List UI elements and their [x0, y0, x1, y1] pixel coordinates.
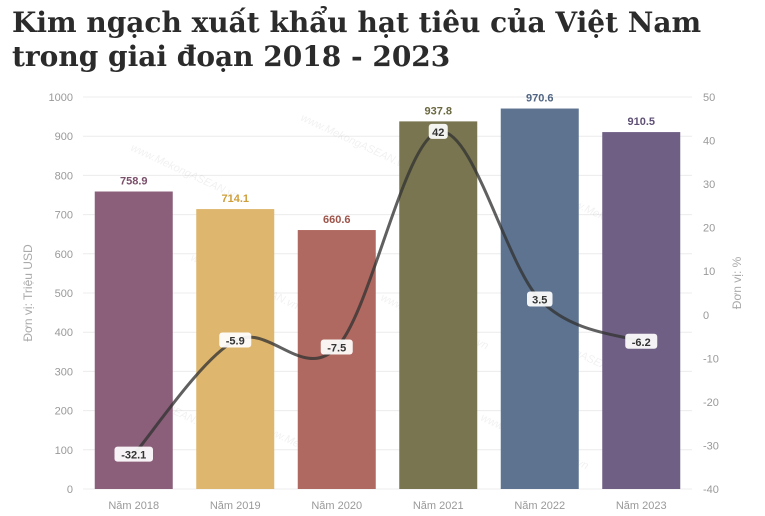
- growth-label: -5.9: [226, 335, 245, 347]
- y2-tick-label: -20: [703, 397, 719, 409]
- x-tick-label: Năm 2019: [210, 500, 261, 512]
- bar-2: [196, 209, 275, 489]
- y-tick-label: 500: [55, 288, 73, 300]
- bar-value-label: 714.1: [221, 193, 249, 205]
- growth-label-bg: [625, 333, 658, 349]
- y2-axis-title: Đơn vị: %: [730, 256, 744, 309]
- y-tick-label: 1000: [49, 92, 73, 104]
- chart-title: Kim ngạch xuất khẩu hạt tiêu của Việt Na…: [12, 6, 702, 73]
- y2-tick-label: 50: [703, 92, 715, 104]
- bar-value-label: 937.8: [424, 105, 452, 117]
- y-axis-title: Đơn vị: Triệu USD: [21, 244, 35, 342]
- y2-tick-label: 0: [703, 310, 709, 322]
- y2-tick-label: 20: [703, 223, 715, 235]
- growth-label: -7.5: [327, 342, 346, 354]
- y-tick-label: 400: [55, 327, 73, 339]
- bar-6: [602, 132, 681, 490]
- growth-label-bg: [527, 291, 553, 307]
- x-tick-label: Năm 2021: [413, 500, 464, 512]
- y-tick-label: 300: [55, 366, 73, 378]
- y2-tick-label: 10: [703, 266, 715, 278]
- watermark-text: www.MekongASEAN.vn: [299, 112, 410, 172]
- bar-1: [94, 191, 173, 489]
- y-tick-label: 600: [55, 249, 73, 261]
- x-tick-label: Năm 2020: [311, 500, 362, 512]
- watermark: www.MekongASEAN.vnwww.MekongASEAN.vnwww.…: [99, 112, 670, 482]
- growth-label: 42: [432, 127, 444, 139]
- grid-lines: [83, 96, 692, 490]
- y2-tick-label: -30: [703, 440, 719, 452]
- growth-label-bg: [219, 332, 252, 348]
- y2-tick-label: -40: [703, 484, 719, 496]
- bars: [94, 108, 681, 490]
- bar-value-label: 910.5: [627, 116, 655, 128]
- bar-value-label: 970.6: [526, 93, 554, 105]
- growth-label: -6.2: [632, 337, 651, 349]
- bar-value-label: 758.9: [120, 176, 148, 188]
- y2-tick-label: -10: [703, 353, 719, 365]
- y-tick-label: 0: [67, 484, 73, 496]
- axes: 01002003004005006007008009001000-40-30-2…: [21, 92, 744, 512]
- bar-4: [399, 121, 478, 490]
- growth-label: -32.1: [121, 450, 146, 462]
- y-tick-label: 100: [55, 445, 73, 457]
- x-tick-label: Năm 2023: [616, 500, 667, 512]
- growth-label-bg: [320, 339, 353, 355]
- y2-tick-label: 40: [703, 136, 715, 148]
- y-tick-label: 200: [55, 406, 73, 418]
- x-tick-label: Năm 2018: [108, 500, 159, 512]
- y-tick-label: 800: [55, 170, 73, 182]
- y-tick-label: 700: [55, 210, 73, 222]
- y2-tick-label: 30: [703, 179, 715, 191]
- bar-value-label: 660.6: [323, 214, 351, 226]
- growth-label-bg: [428, 123, 448, 139]
- growth-label: 3.5: [532, 295, 547, 307]
- y-tick-label: 900: [55, 131, 73, 143]
- growth-labels: -32.1 -5.9 -7.5 42 3.5 -6.2: [114, 123, 658, 462]
- bar-value-labels: 758.9 714.1 660.6 937.8 970.6 910.5: [120, 93, 655, 227]
- x-tick-label: Năm 2022: [514, 500, 565, 512]
- growth-label-bg: [114, 446, 153, 462]
